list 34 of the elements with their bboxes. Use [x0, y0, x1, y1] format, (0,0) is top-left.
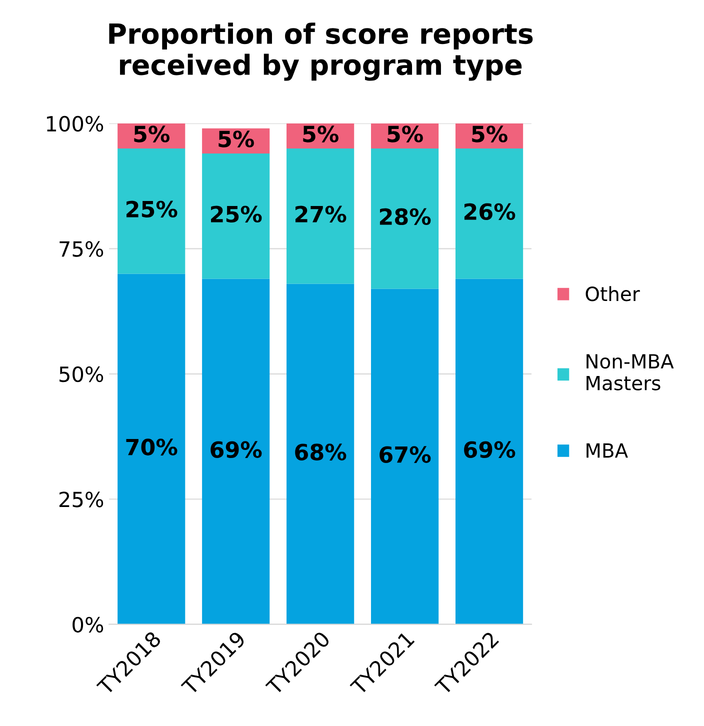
y-tick-label: 50%	[60, 366, 104, 382]
data-label: 68%	[295, 444, 346, 460]
bar	[286, 148, 354, 284]
legend-label: Other	[586, 286, 640, 302]
data-label: 5%	[134, 126, 170, 142]
bar	[455, 148, 524, 279]
data-label: 28%	[380, 208, 431, 226]
bar	[202, 278, 270, 624]
data-label: 5%	[388, 126, 423, 142]
chart-title: Proportion of score reports received by program type	[109, 22, 533, 81]
data-label: 26%	[464, 203, 516, 220]
data-label: 67%	[380, 446, 431, 463]
bar	[202, 153, 270, 279]
legend-label: MBA	[586, 443, 628, 458]
data-label: 69%	[464, 441, 516, 458]
data-label: 5%	[472, 126, 508, 142]
data-label: 70%	[126, 438, 178, 456]
data-label: 25%	[126, 200, 178, 218]
data-label: 27%	[295, 206, 346, 223]
data-label: 5%	[218, 130, 254, 148]
bar	[455, 278, 524, 624]
data-label: 25%	[211, 206, 262, 223]
y-tick-label: 25%	[59, 492, 104, 508]
y-tick-label: 0%	[72, 616, 104, 633]
bar	[286, 284, 354, 624]
data-label: 5%	[303, 126, 338, 142]
data-label: 69%	[210, 441, 262, 458]
bar	[371, 148, 439, 289]
y-tick-label: 75%	[60, 241, 104, 257]
bar	[118, 274, 186, 624]
y-tick-label: 100%	[46, 116, 104, 132]
bar	[118, 148, 186, 274]
legend-label: Non-MBA Masters	[586, 354, 674, 390]
bar	[371, 288, 439, 624]
